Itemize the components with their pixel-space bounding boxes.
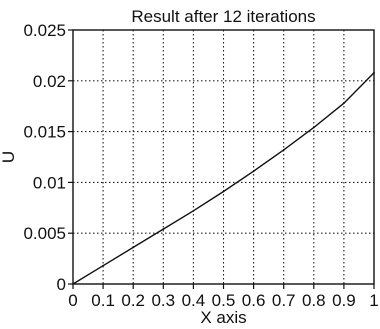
- data-point: [102, 264, 104, 267]
- data-point: [373, 71, 375, 74]
- data-point: [343, 102, 345, 105]
- data-point: [252, 170, 255, 173]
- x-tick-label: 0.1: [91, 291, 115, 310]
- y-tick-label: 0.01: [33, 173, 66, 192]
- x-tick-label: 0.3: [151, 291, 175, 310]
- ticks: 0 0.1 0.2 0.3 0.4 0.5 0.6 0.7 0.8 0.9 1 0 0.005 0.01 0…: [23, 21, 378, 310]
- data-point: [312, 126, 315, 129]
- data-point: [162, 228, 165, 231]
- x-tick-label: 0.9: [332, 291, 356, 310]
- chart-title: Result after 12 iterations: [131, 7, 315, 26]
- y-tick-label: 0.025: [23, 21, 66, 40]
- x-tick-label: 0.7: [272, 291, 296, 310]
- y-tick-label: 0.02: [33, 72, 66, 91]
- x-tick-label: 0: [68, 291, 77, 310]
- series-layer: [72, 71, 375, 285]
- y-tick-label: 0: [57, 275, 66, 294]
- data-point: [132, 246, 135, 249]
- y-axis-title: U: [0, 151, 18, 163]
- x-tick-label: 0.6: [242, 291, 266, 310]
- plot-frame: [72, 29, 375, 285]
- x-tick-label: 0.4: [182, 291, 206, 310]
- data-point: [282, 148, 285, 151]
- data-point: [72, 283, 74, 285]
- x-tick-label: 0.8: [302, 291, 326, 310]
- y-tick-label: 0.005: [23, 224, 66, 243]
- x-tick-label: 0.2: [121, 291, 145, 310]
- x-axis-title: X axis: [200, 308, 246, 327]
- x-tick-label: 0.5: [212, 291, 236, 310]
- data-point: [222, 190, 225, 193]
- x-tick-label: 1: [369, 291, 378, 310]
- data-point: [192, 209, 195, 212]
- grid: [73, 30, 374, 284]
- y-tick-label: 0.015: [23, 123, 66, 142]
